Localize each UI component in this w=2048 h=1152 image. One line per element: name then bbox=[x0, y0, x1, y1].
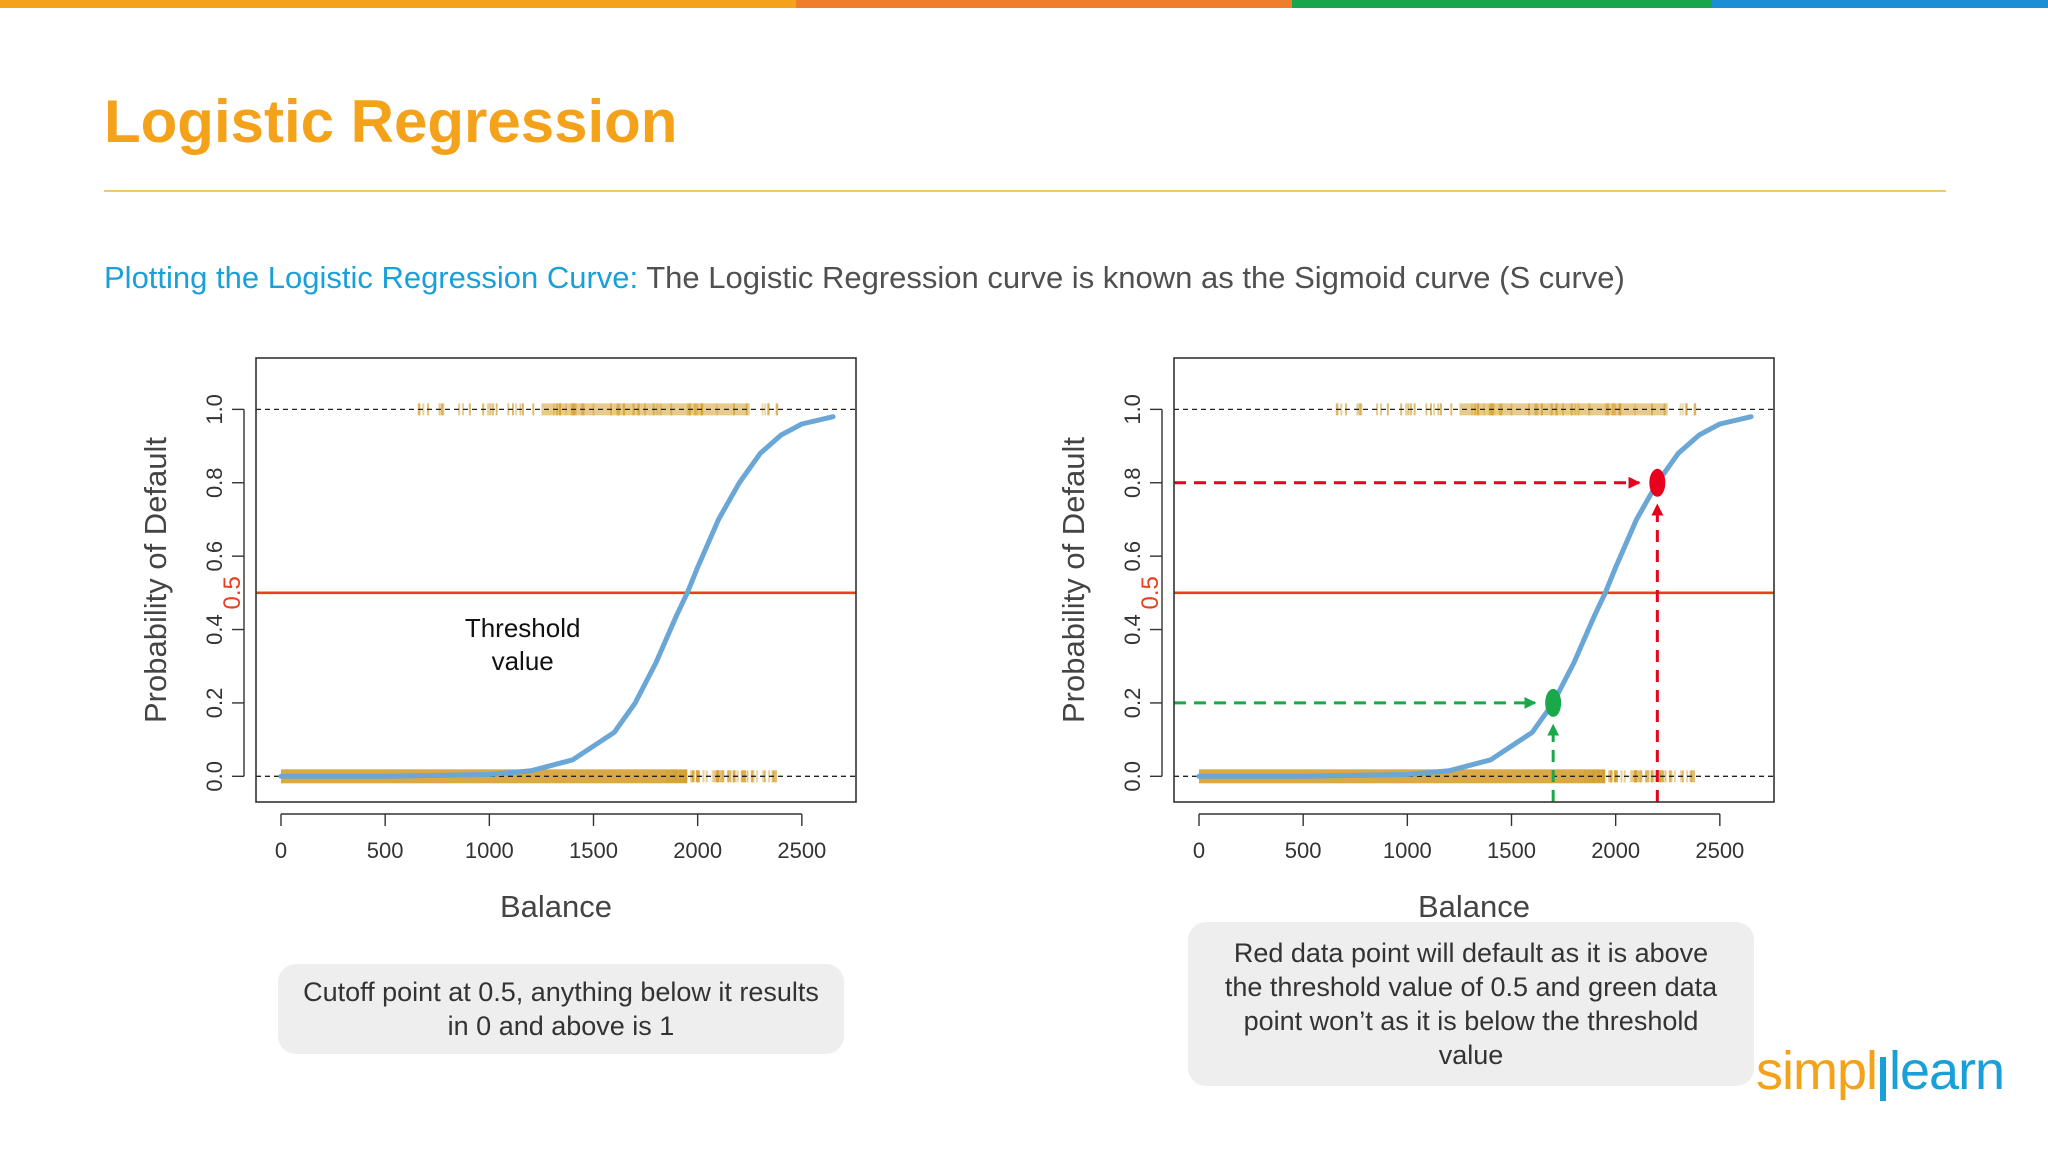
data-point-green bbox=[1545, 688, 1562, 717]
caption-left-text: Cutoff point at 0.5, anything below it r… bbox=[303, 977, 819, 1041]
subtitle: Plotting the Logistic Regression Curve: … bbox=[104, 260, 1625, 296]
x-tick-label: 1000 bbox=[465, 838, 514, 863]
x-tick-label: 0 bbox=[1193, 838, 1205, 863]
y-axis-label: Probability of Default bbox=[1056, 437, 1091, 723]
data-point-red bbox=[1649, 468, 1666, 497]
y-tick-label: 0.4 bbox=[202, 614, 227, 645]
annotation-threshold-value: Threshold bbox=[465, 613, 581, 643]
x-tick-label: 500 bbox=[1285, 838, 1322, 863]
x-tick-label: 2500 bbox=[777, 838, 826, 863]
y-tick-label: 0.8 bbox=[1120, 467, 1145, 498]
logo-part-2: learn bbox=[1889, 1041, 2005, 1101]
caption-right-text: Red data point will default as it is abo… bbox=[1224, 938, 1718, 1070]
caption-left: Cutoff point at 0.5, anything below it r… bbox=[278, 964, 844, 1054]
x-tick-label: 1500 bbox=[569, 838, 618, 863]
chart-right: 0.5 0 500 1000 1500 2000 2500 Balance 0.0 0.2 0.4 0… bbox=[1056, 357, 1775, 924]
y-tick-label: 0.2 bbox=[202, 688, 227, 719]
page-title: Logistic Regression bbox=[104, 88, 678, 155]
x-tick-label: 500 bbox=[367, 838, 404, 863]
plot-frame bbox=[255, 357, 857, 803]
y-tick-label: 1.0 bbox=[1120, 394, 1145, 425]
y-tick-label: 0.0 bbox=[202, 761, 227, 792]
x-tick-label: 2000 bbox=[1591, 838, 1640, 863]
subtitle-lead: Plotting the Logistic Regression Curve: bbox=[104, 260, 639, 295]
annotation-threshold-value: value bbox=[492, 646, 554, 676]
top-color-bar bbox=[0, 0, 2048, 8]
top-bar-segment-orange bbox=[0, 0, 796, 8]
threshold-label: 0.5 bbox=[1137, 576, 1164, 609]
y-tick-label: 1.0 bbox=[202, 394, 227, 425]
y-tick-label: 0.6 bbox=[202, 541, 227, 572]
logo-bar-icon bbox=[1880, 1057, 1887, 1101]
x-axis-label: Balance bbox=[1418, 889, 1530, 924]
title-divider bbox=[104, 190, 1946, 192]
x-axis-label: Balance bbox=[500, 889, 612, 924]
caption-right: Red data point will default as it is abo… bbox=[1188, 922, 1754, 1086]
sigmoid-curve bbox=[278, 414, 836, 779]
x-tick-label: 1000 bbox=[1383, 838, 1432, 863]
brand-logo: simpl learn bbox=[1756, 1040, 2005, 1102]
top-bar-segment-blue bbox=[1712, 0, 2048, 8]
chart-left: 0.5 0 500 1000 1500 2000 2500 Balance 0.0 0.2 0.4 0… bbox=[138, 357, 857, 924]
y-tick-label: 0.4 bbox=[1120, 614, 1145, 645]
top-bar-segment-darkorange bbox=[796, 0, 1292, 8]
y-tick-label: 0.6 bbox=[1120, 541, 1145, 572]
y-tick-label: 0.8 bbox=[202, 467, 227, 498]
sigmoid-curve bbox=[1196, 414, 1754, 779]
x-tick-label: 0 bbox=[275, 838, 287, 863]
top-bar-segment-green bbox=[1292, 0, 1712, 8]
x-tick-label: 2500 bbox=[1695, 838, 1744, 863]
x-tick-label: 1500 bbox=[1487, 838, 1536, 863]
y-tick-label: 0.2 bbox=[1120, 688, 1145, 719]
threshold-label: 0.5 bbox=[219, 576, 246, 609]
y-tick-label: 0.0 bbox=[1120, 761, 1145, 792]
x-tick-label: 2000 bbox=[673, 838, 722, 863]
plot-frame bbox=[1173, 357, 1775, 803]
y-axis-label: Probability of Default bbox=[138, 437, 173, 723]
logo-part-1: simpl bbox=[1756, 1041, 1878, 1101]
subtitle-text: The Logistic Regression curve is known a… bbox=[638, 260, 1625, 295]
